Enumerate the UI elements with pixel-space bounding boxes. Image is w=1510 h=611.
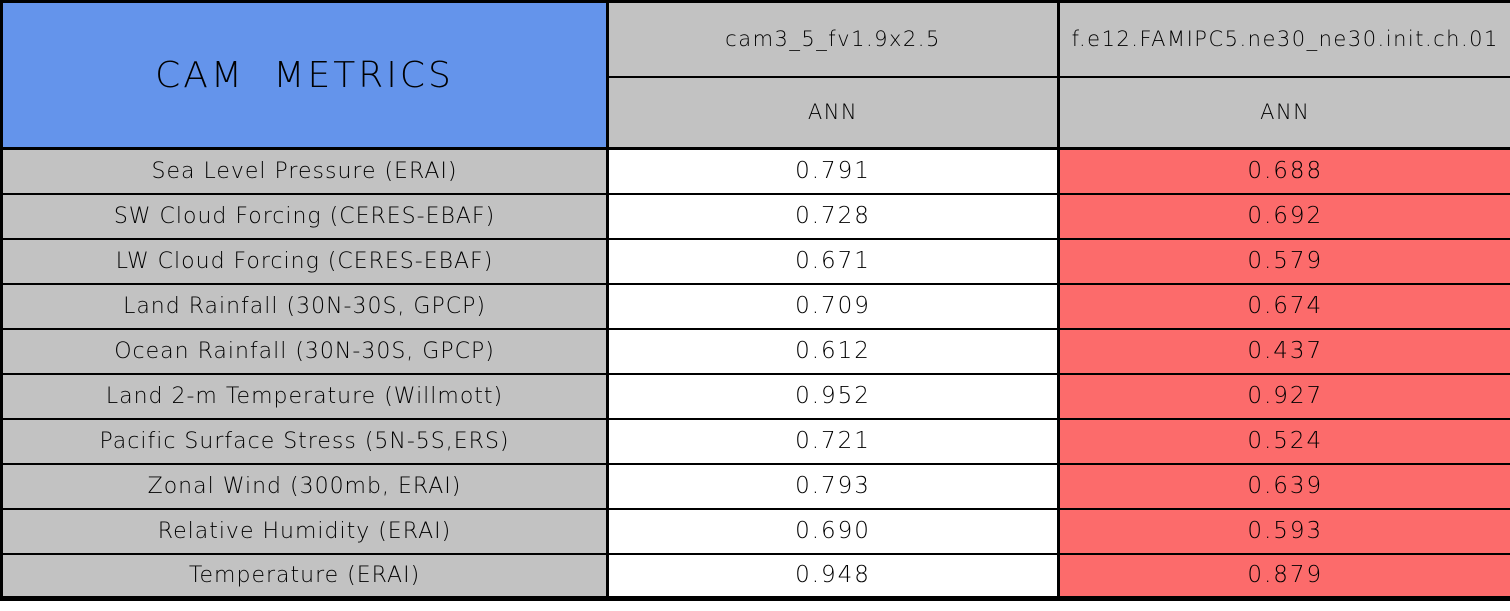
table-row: Ocean Rainfall (30N-30S, GPCP) 0.612 0.4… [0, 327, 1510, 375]
season-label-model-1: ANN [606, 75, 1060, 150]
table-row: Zonal Wind (300mb, ERAI) 0.793 0.639 [0, 462, 1510, 510]
metric-value-model2: 0.437 [1057, 327, 1510, 375]
header-row-models: CAM METRICS cam3_5_fv1.9x2.5 f.e12.FAMIP… [0, 0, 1510, 150]
metric-value-model1: 0.721 [606, 417, 1060, 465]
metric-label: Relative Humidity (ERAI) [0, 507, 609, 555]
metric-value-model2: 0.879 [1057, 552, 1510, 600]
metric-value-model2: 0.692 [1057, 192, 1510, 240]
metric-label: Sea Level Pressure (ERAI) [0, 147, 609, 195]
metric-label: Temperature (ERAI) [0, 552, 609, 600]
table-row: Relative Humidity (ERAI) 0.690 0.593 [0, 507, 1510, 555]
model-1-name: cam3_5_fv1.9x2.5 [725, 27, 941, 52]
table-row: Land 2-m Temperature (Willmott) 0.952 0.… [0, 372, 1510, 420]
metric-value-model2: 0.688 [1057, 147, 1510, 195]
table-row: Land Rainfall (30N-30S, GPCP) 0.709 0.67… [0, 282, 1510, 330]
metric-value-model1: 0.612 [606, 327, 1060, 375]
metric-value-model1: 0.709 [606, 282, 1060, 330]
metric-label: LW Cloud Forcing (CERES-EBAF) [0, 237, 609, 285]
metric-value-model1: 0.793 [606, 462, 1060, 510]
model-2-name: f.e12.FAMIPC5.ne30_ne30.init.ch.01 [1071, 27, 1499, 52]
metric-label: SW Cloud Forcing (CERES-EBAF) [0, 192, 609, 240]
metric-label: Pacific Surface Stress (5N-5S,ERS) [0, 417, 609, 465]
metric-value-model2: 0.524 [1057, 417, 1510, 465]
table-row: SW Cloud Forcing (CERES-EBAF) 0.728 0.69… [0, 192, 1510, 240]
metric-value-model2: 0.639 [1057, 462, 1510, 510]
table-row: Pacific Surface Stress (5N-5S,ERS) 0.721… [0, 417, 1510, 465]
season-label-model-2: ANN [1057, 75, 1510, 150]
table-row: Sea Level Pressure (ERAI) 0.791 0.688 [0, 147, 1510, 195]
metric-value-model2: 0.579 [1057, 237, 1510, 285]
metric-value-model1: 0.690 [606, 507, 1060, 555]
metric-label: Ocean Rainfall (30N-30S, GPCP) [0, 327, 609, 375]
metric-label: Land 2-m Temperature (Willmott) [0, 372, 609, 420]
metric-value-model2: 0.674 [1057, 282, 1510, 330]
metric-label: Land Rainfall (30N-30S, GPCP) [0, 282, 609, 330]
metric-value-model1: 0.728 [606, 192, 1060, 240]
table-row: LW Cloud Forcing (CERES-EBAF) 0.671 0.57… [0, 237, 1510, 285]
metric-value-model1: 0.948 [606, 552, 1060, 600]
table-row: Temperature (ERAI) 0.948 0.879 [0, 552, 1510, 600]
metric-value-model1: 0.952 [606, 372, 1060, 420]
table-title: CAM METRICS [0, 0, 609, 150]
column-header-model-2: f.e12.FAMIPC5.ne30_ne30.init.ch.01 [1057, 0, 1510, 78]
column-header-model-1: cam3_5_fv1.9x2.5 [606, 0, 1060, 78]
metric-value-model1: 0.791 [606, 147, 1060, 195]
metric-label: Zonal Wind (300mb, ERAI) [0, 462, 609, 510]
metric-value-model2: 0.593 [1057, 507, 1510, 555]
header-row-season: ANN ANN [2, 75, 1510, 150]
metric-value-model1: 0.671 [606, 237, 1060, 285]
metric-value-model2: 0.927 [1057, 372, 1510, 420]
